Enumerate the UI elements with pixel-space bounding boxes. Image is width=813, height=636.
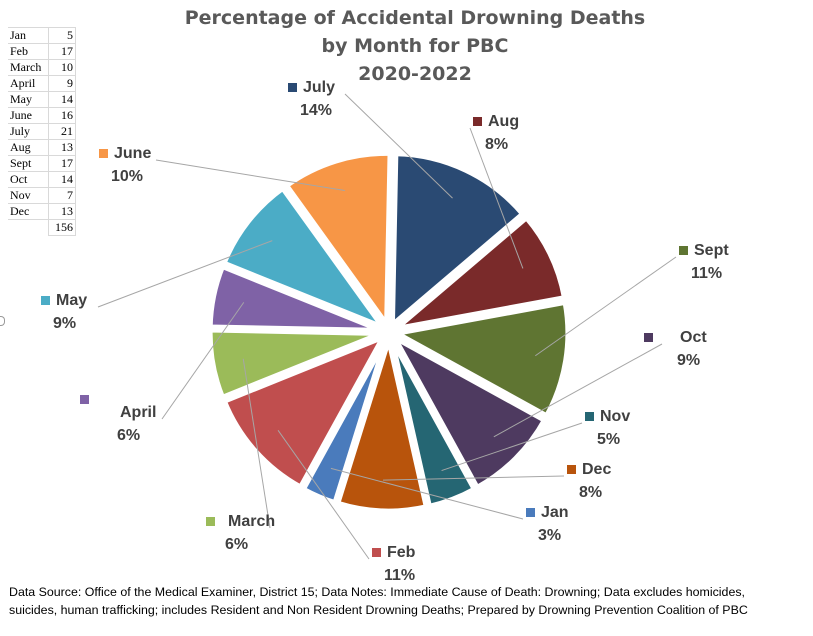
slice-label-march: March	[228, 513, 275, 530]
leader-line-sept	[535, 256, 677, 357]
slice-percent-jan: 3%	[538, 527, 561, 544]
slice-percent-nov: 5%	[597, 431, 620, 448]
table-month-cell: Jan	[8, 27, 49, 44]
table-month-cell: Feb	[8, 43, 49, 60]
table-row: Aug 13	[8, 139, 76, 156]
footer-line-1: Data Source: Office of the Medical Exami…	[9, 585, 745, 599]
table-month-cell: March	[8, 59, 49, 76]
slice-percent-march: 6%	[225, 536, 248, 553]
slice-percent-aug: 8%	[485, 136, 508, 153]
slice-percent-april: 6%	[117, 427, 140, 444]
legend-marker-march	[206, 517, 215, 526]
slice-label-june: June	[114, 145, 151, 162]
legend-marker-oct	[644, 333, 653, 342]
leader-line-aug	[469, 127, 524, 269]
slice-percent-june: 10%	[111, 168, 143, 185]
leader-line-dec	[383, 475, 565, 481]
table-month-cell: Dec	[8, 203, 49, 220]
slice-label-feb: Feb	[387, 544, 416, 561]
chart-title-line-2: by Month for PBC	[321, 35, 509, 57]
leader-line-nov	[441, 422, 583, 472]
pie-slice-july	[389, 151, 526, 328]
slice-label-jan: Jan	[541, 504, 569, 521]
legend-marker-aug	[473, 117, 482, 126]
pie-slice-dec	[335, 337, 429, 514]
table-row: Feb 17	[8, 43, 76, 60]
slice-label-nov: Nov	[600, 408, 630, 425]
pie-slice-nov	[389, 336, 477, 509]
table-month-cell: Oct	[8, 171, 49, 188]
table-row: Dec 13	[8, 203, 76, 220]
slice-label-dec: Dec	[582, 461, 611, 478]
pie-slice-march	[207, 327, 384, 400]
footer-line-2: suicides, human trafficking; includes Re…	[9, 603, 748, 617]
slice-percent-oct: 9%	[677, 352, 700, 369]
legend-marker-jan	[526, 508, 535, 517]
pie-slice-oct	[392, 335, 547, 490]
slice-label-sept: Sept	[694, 242, 729, 259]
pie-slice-june	[284, 150, 393, 327]
table-row: June 16	[8, 107, 76, 124]
pie-slice-may	[221, 185, 386, 330]
leader-line-april	[161, 302, 245, 420]
table-row: Nov 7	[8, 187, 76, 204]
leader-line-feb	[277, 430, 370, 560]
slice-percent-dec: 8%	[579, 484, 602, 501]
slice-label-july: July	[303, 79, 335, 96]
legend-marker-april	[80, 395, 89, 404]
slice-percent-feb: 11%	[384, 567, 415, 584]
table-month-cell: Sept	[8, 155, 49, 172]
edge-fragment	[0, 316, 5, 326]
table-row: Sept 17	[8, 155, 76, 172]
table-count-cell: 10	[48, 59, 76, 76]
pie-slice-aug	[393, 215, 567, 332]
leader-line-oct	[493, 343, 663, 438]
slice-label-april: April	[120, 404, 156, 421]
slice-percent-july: 14%	[300, 102, 332, 119]
table-count-cell: 14	[48, 171, 76, 188]
slice-label-may: May	[56, 292, 87, 309]
table-total-row: 156	[8, 219, 76, 236]
table-month-cell: July	[8, 123, 49, 140]
table-row: May 14	[8, 91, 76, 108]
legend-marker-july	[288, 83, 297, 92]
chart-title-line-1: Percentage of Accidental Drowning Deaths	[184, 7, 646, 29]
chart-footer: Data Source: Office of the Medical Exami…	[9, 583, 809, 619]
chart-title-line-3: 2020-2022	[358, 63, 472, 85]
pie-slice-april	[207, 264, 384, 333]
monthly-count-table: Jan 5 Feb 17 March 10 April 9 May 14 June 16 July 21 A…	[8, 27, 76, 236]
legend-marker-feb	[372, 548, 381, 557]
slice-label-oct: Oct	[680, 329, 707, 346]
leader-line-may	[97, 240, 273, 308]
table-count-cell: 17	[48, 43, 76, 60]
legend-marker-sept	[679, 246, 688, 255]
chart-title: Percentage of Accidental Drowning Deaths…	[150, 4, 680, 88]
legend-marker-nov	[585, 412, 594, 421]
table-total-cell: 156	[48, 219, 76, 236]
slice-percent-may: 9%	[53, 315, 76, 332]
legend-marker-june	[99, 149, 108, 158]
table-count-cell: 17	[48, 155, 76, 172]
pie-slice-feb	[221, 334, 386, 490]
legend-marker-may	[41, 296, 50, 305]
table-row: March 10	[8, 59, 76, 76]
pie-slice-sept	[394, 299, 571, 419]
legend-marker-dec	[567, 465, 576, 474]
table-month-cell: Aug	[8, 139, 49, 156]
slice-label-aug: Aug	[488, 113, 519, 130]
leader-line-jan	[330, 467, 524, 520]
leader-line-march	[242, 358, 271, 529]
table-month-cell: Nov	[8, 187, 49, 204]
leader-line-july	[344, 93, 453, 199]
slice-percent-sept: 11%	[691, 265, 722, 282]
table-row: July 21	[8, 123, 76, 140]
pie-slice-jan	[300, 336, 389, 506]
table-row: Oct 14	[8, 171, 76, 188]
leader-line-june	[155, 159, 345, 191]
table-count-cell: 21	[48, 123, 76, 140]
